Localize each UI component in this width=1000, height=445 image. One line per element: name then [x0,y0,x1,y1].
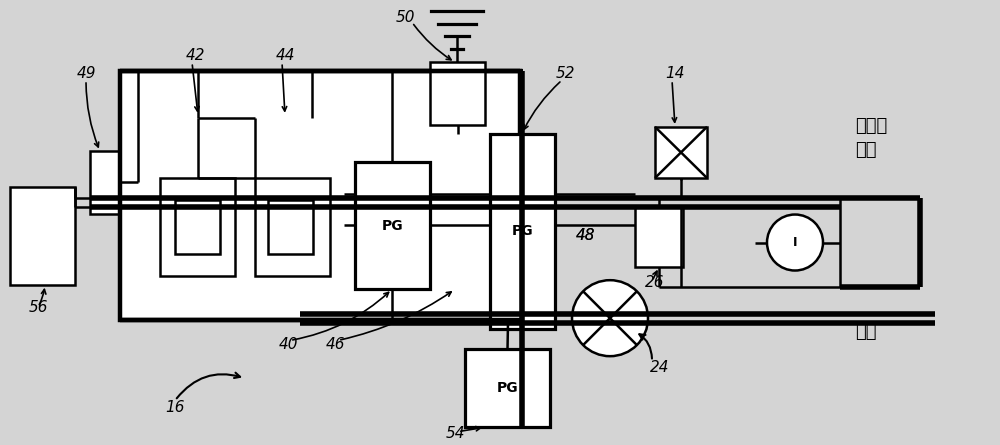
Text: 44: 44 [275,48,295,63]
Bar [635,207,683,267]
Bar [655,127,707,178]
Bar [490,134,555,329]
Bar [268,200,313,254]
Bar [255,178,330,276]
Bar [10,187,75,285]
Ellipse shape [767,214,823,271]
Text: 24: 24 [650,360,670,375]
Text: PG: PG [512,224,533,239]
Text: 46: 46 [325,337,345,352]
Text: 40: 40 [278,337,298,352]
Text: 输出: 输出 [855,323,876,340]
Text: 26: 26 [645,275,665,290]
Text: 56: 56 [28,299,48,315]
Bar [430,62,485,125]
Text: 14: 14 [665,66,685,81]
Text: 48: 48 [575,228,595,243]
Text: PG: PG [382,219,403,233]
Text: 52: 52 [555,66,575,81]
Text: 发动机
输入: 发动机 输入 [855,117,887,159]
Bar [465,349,550,427]
Ellipse shape [572,280,648,356]
Text: PG: PG [497,381,518,395]
Bar [175,200,220,254]
Text: 48: 48 [575,228,595,243]
Text: 50: 50 [395,10,415,25]
Text: I: I [793,236,797,249]
Text: 16: 16 [165,400,185,415]
Bar [355,162,430,289]
Text: 42: 42 [185,48,205,63]
Text: 54: 54 [445,426,465,441]
Bar [90,151,138,214]
Bar [120,71,520,320]
Text: 49: 49 [76,66,96,81]
Bar [160,178,235,276]
